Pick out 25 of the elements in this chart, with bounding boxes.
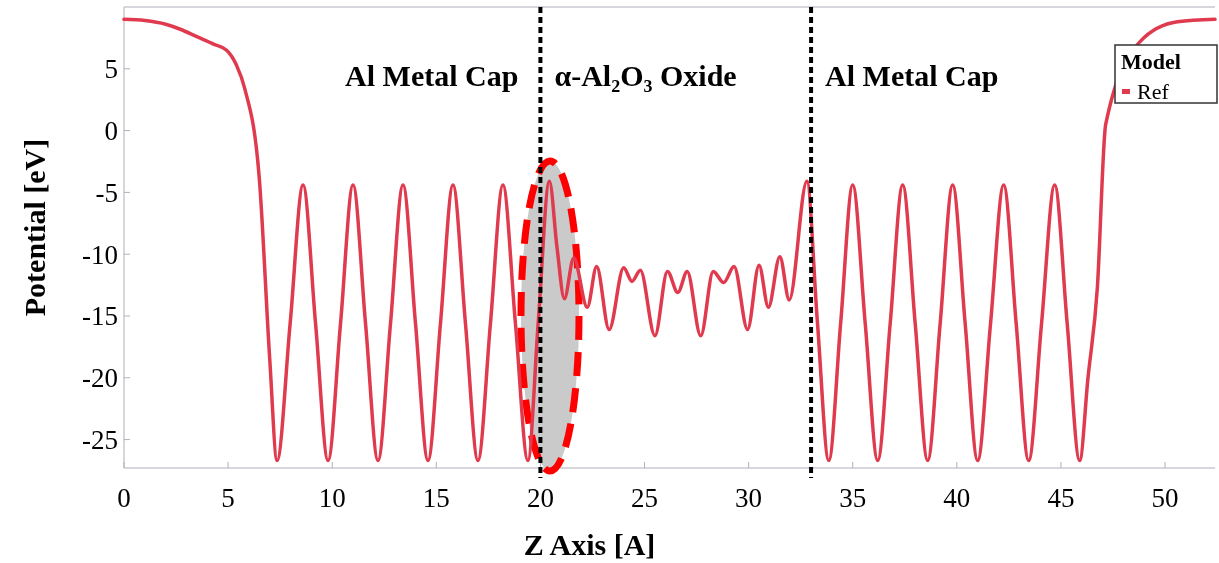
y-tick-label: 0 (104, 116, 118, 147)
y-tick-label: -25 (82, 425, 118, 456)
annotation: Al Metal Cap (345, 58, 519, 92)
x-axis-title: Z Axis [A] (523, 528, 656, 561)
annotation: Al Metal Cap (825, 58, 999, 92)
y-tick-label: 5 (104, 54, 118, 85)
y-tick-label: -10 (82, 239, 118, 270)
x-tick-label: 25 (631, 483, 659, 513)
x-tick-label: 30 (735, 483, 763, 513)
line-series (122, 17, 1217, 463)
x-tick-label: 50 (1151, 483, 1179, 513)
x-tick-label: 10 (318, 483, 346, 513)
y-tick-label: -15 (82, 301, 118, 332)
legend-label: Ref (1137, 79, 1170, 104)
x-tick-label: 35 (839, 483, 867, 513)
y-tick-label: -20 (82, 363, 118, 394)
x-tick-label: 15 (422, 483, 450, 513)
x-tick-label: 45 (1047, 483, 1075, 513)
legend-title: Model (1121, 49, 1181, 74)
x-tick-label: 5 (221, 483, 235, 513)
x-tick-label: 20 (526, 483, 554, 513)
annotation: α-Al₂O₃ Oxide (554, 58, 737, 92)
y-axis-title: Potential [eV] (18, 138, 51, 317)
x-tick-label: 40 (943, 483, 971, 513)
y-tick-label: -5 (95, 177, 118, 208)
